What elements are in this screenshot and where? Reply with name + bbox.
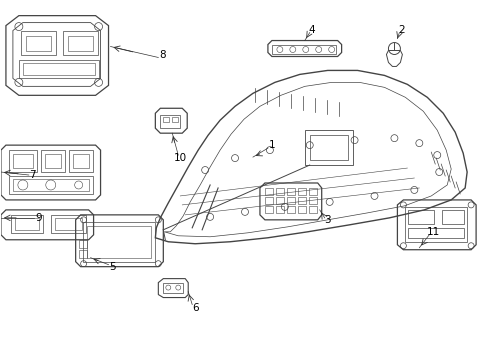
Bar xyxy=(13,179,89,191)
Bar xyxy=(13,154,33,168)
Bar xyxy=(287,206,295,213)
Bar xyxy=(276,188,284,195)
Bar xyxy=(287,197,295,204)
Bar xyxy=(408,228,464,238)
Bar xyxy=(310,135,347,160)
Bar xyxy=(21,31,56,55)
Bar xyxy=(83,222,155,262)
Text: 8: 8 xyxy=(159,50,166,60)
Text: 4: 4 xyxy=(308,24,315,35)
Bar xyxy=(298,206,306,213)
Bar xyxy=(45,154,61,168)
Bar xyxy=(265,188,273,195)
Bar xyxy=(55,218,82,230)
Bar xyxy=(41,150,65,172)
Bar xyxy=(298,197,306,204)
Bar xyxy=(87,226,151,258)
Bar xyxy=(23,63,95,75)
Bar xyxy=(408,210,434,224)
Bar xyxy=(265,206,273,213)
Text: 11: 11 xyxy=(427,227,440,237)
Text: 10: 10 xyxy=(173,153,187,163)
Bar xyxy=(442,210,464,224)
Bar xyxy=(26,36,51,50)
Bar xyxy=(309,197,317,204)
Bar xyxy=(272,45,336,54)
Text: 7: 7 xyxy=(29,170,36,180)
Bar xyxy=(78,240,87,248)
Bar xyxy=(276,197,284,204)
Bar xyxy=(19,60,98,78)
Bar xyxy=(160,115,180,128)
Text: 1: 1 xyxy=(269,140,275,150)
Bar xyxy=(265,197,273,204)
Bar xyxy=(276,206,284,213)
Bar xyxy=(51,215,86,233)
Bar xyxy=(73,154,89,168)
Text: 6: 6 xyxy=(192,302,198,312)
Bar xyxy=(9,176,93,194)
Text: 3: 3 xyxy=(324,215,331,225)
Bar xyxy=(163,117,169,122)
Text: 5: 5 xyxy=(109,262,116,272)
Bar xyxy=(298,188,306,195)
Bar xyxy=(305,130,353,165)
Bar xyxy=(163,283,183,293)
Bar xyxy=(78,250,87,258)
Bar xyxy=(9,150,37,172)
Text: 9: 9 xyxy=(35,213,42,223)
Text: 2: 2 xyxy=(398,24,405,35)
Bar xyxy=(309,188,317,195)
Bar xyxy=(309,206,317,213)
Bar xyxy=(405,207,467,242)
Bar xyxy=(68,36,93,50)
Bar xyxy=(287,188,295,195)
Bar xyxy=(69,150,93,172)
Bar xyxy=(63,31,98,55)
Bar xyxy=(11,215,43,233)
Bar xyxy=(15,218,39,230)
Bar xyxy=(172,117,178,122)
